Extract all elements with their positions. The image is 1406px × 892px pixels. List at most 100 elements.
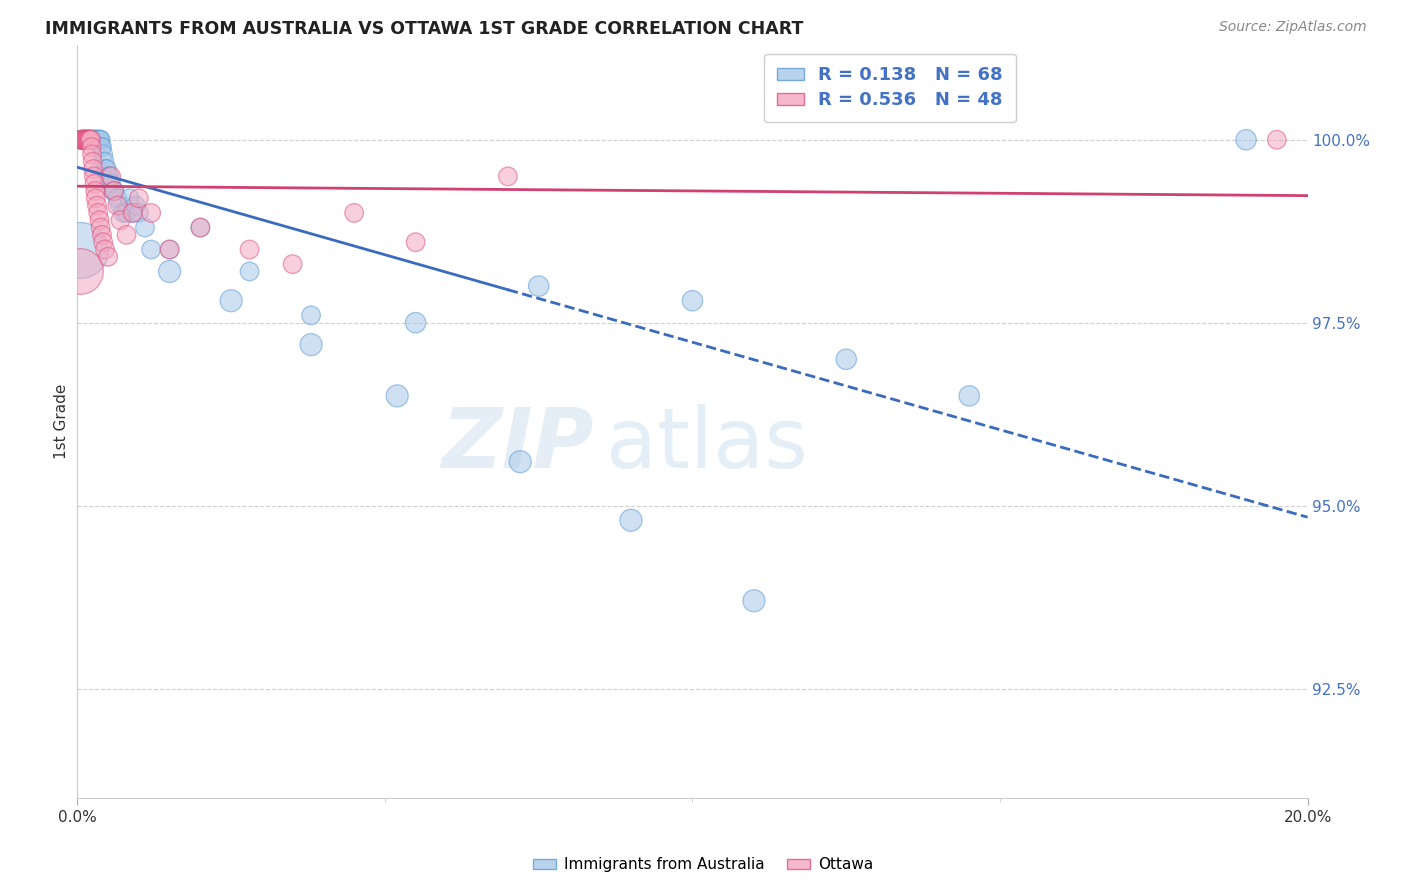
Text: ZIP: ZIP: [441, 403, 595, 484]
Point: [239, 243, 262, 257]
Point: [75, 133, 97, 147]
Point: [77, 133, 100, 147]
Point: [75, 133, 97, 147]
Point: [141, 243, 163, 257]
Point: [159, 243, 181, 257]
Point: [82, 154, 104, 169]
Point: [89, 133, 111, 147]
Point: [1234, 133, 1257, 147]
Point: [90, 220, 112, 235]
Point: [79, 133, 101, 147]
Point: [82, 133, 104, 147]
Y-axis label: 1st Grade: 1st Grade: [53, 384, 69, 459]
Point: [69, 133, 91, 147]
Point: [86, 133, 108, 147]
Point: [87, 206, 110, 220]
Point: [105, 191, 128, 205]
Point: [159, 243, 181, 257]
Legend: Immigrants from Australia, Ottawa: Immigrants from Australia, Ottawa: [526, 849, 880, 880]
Point: [190, 220, 212, 235]
Point: [121, 206, 143, 220]
Point: [70, 133, 93, 147]
Point: [190, 220, 212, 235]
Point: [77, 133, 100, 147]
Point: [79, 133, 101, 147]
Point: [80, 133, 103, 147]
Point: [86, 198, 108, 212]
Point: [94, 243, 117, 257]
Legend: R = 0.138   N = 68, R = 0.536   N = 48: R = 0.138 N = 68, R = 0.536 N = 48: [765, 54, 1015, 122]
Point: [79, 133, 101, 147]
Point: [682, 293, 704, 308]
Point: [80, 133, 103, 147]
Point: [128, 191, 150, 205]
Text: atlas: atlas: [606, 403, 808, 484]
Point: [141, 206, 163, 220]
Point: [90, 133, 112, 147]
Point: [343, 206, 366, 220]
Point: [405, 316, 427, 330]
Point: [90, 140, 112, 154]
Point: [70, 133, 93, 147]
Point: [70, 133, 93, 147]
Point: [72, 133, 94, 147]
Point: [86, 133, 108, 147]
Point: [82, 133, 104, 147]
Point: [83, 177, 105, 191]
Point: [93, 154, 115, 169]
Point: [75, 133, 97, 147]
Point: [83, 169, 105, 184]
Point: [110, 198, 132, 212]
Point: [115, 227, 138, 242]
Point: [91, 147, 114, 161]
Point: [69, 264, 91, 278]
Point: [509, 455, 531, 469]
Point: [76, 133, 98, 147]
Point: [82, 161, 104, 176]
Text: IMMIGRANTS FROM AUSTRALIA VS OTTAWA 1ST GRADE CORRELATION CHART: IMMIGRANTS FROM AUSTRALIA VS OTTAWA 1ST …: [45, 20, 803, 37]
Point: [105, 198, 128, 212]
Point: [82, 147, 104, 161]
Point: [103, 184, 125, 198]
Point: [118, 191, 141, 205]
Point: [87, 133, 110, 147]
Point: [73, 133, 96, 147]
Point: [89, 133, 111, 147]
Point: [134, 220, 156, 235]
Point: [91, 235, 114, 250]
Point: [84, 133, 107, 147]
Point: [128, 206, 150, 220]
Point: [125, 198, 148, 212]
Point: [77, 133, 100, 147]
Point: [97, 250, 120, 264]
Point: [239, 264, 262, 278]
Point: [80, 133, 103, 147]
Point: [76, 133, 98, 147]
Point: [77, 133, 100, 147]
Point: [80, 140, 103, 154]
Point: [742, 593, 765, 607]
Point: [82, 133, 104, 147]
Point: [76, 133, 98, 147]
Point: [73, 133, 96, 147]
Point: [159, 264, 181, 278]
Point: [100, 169, 122, 184]
Point: [84, 133, 107, 147]
Point: [112, 206, 135, 220]
Point: [75, 133, 97, 147]
Point: [103, 184, 125, 198]
Point: [69, 243, 91, 257]
Point: [527, 279, 550, 293]
Point: [72, 133, 94, 147]
Point: [86, 133, 108, 147]
Point: [76, 133, 98, 147]
Point: [73, 133, 96, 147]
Point: [84, 191, 107, 205]
Point: [72, 133, 94, 147]
Point: [90, 227, 114, 242]
Point: [96, 161, 118, 176]
Point: [299, 337, 322, 351]
Point: [115, 206, 138, 220]
Point: [73, 133, 96, 147]
Point: [70, 133, 93, 147]
